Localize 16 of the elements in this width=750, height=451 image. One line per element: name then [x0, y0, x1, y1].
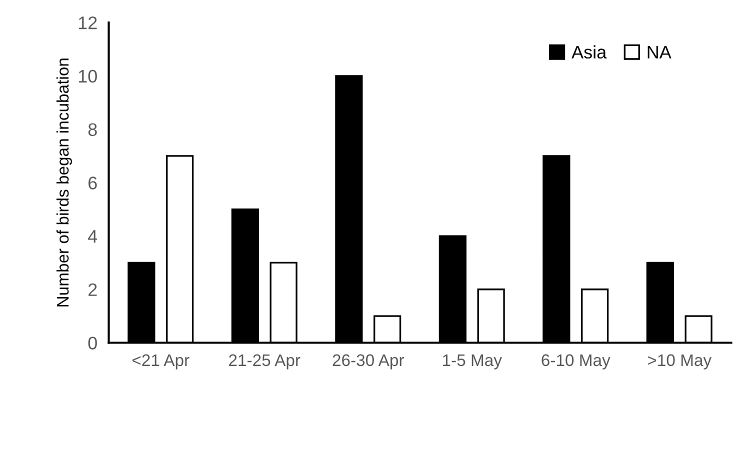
- x-tick-label: <21 Apr: [132, 354, 190, 370]
- x-tick-label: 6-10 May: [542, 354, 610, 370]
- y-tick-label: 6: [88, 176, 97, 190]
- legend-label: Asia: [572, 45, 607, 59]
- y-tick-label: 4: [88, 230, 98, 243]
- legend-label: NA: [648, 46, 672, 58]
- x-tick-label: 21-25 Apr: [229, 354, 300, 370]
- y-axis-title: Number of birds began incubation: [56, 58, 72, 306]
- x-tick-label: 26-30 Apr: [332, 354, 404, 370]
- y-tick-label: 8: [88, 123, 97, 136]
- y-tick-label: 2: [88, 283, 97, 296]
- x-tick-label: 1-5 May: [443, 354, 502, 370]
- y-tick-label: 0: [88, 336, 97, 350]
- y-tick-label: 12: [78, 16, 97, 30]
- y-tick-label: 10: [78, 70, 97, 83]
- x-tick-label: >10 May: [648, 354, 712, 370]
